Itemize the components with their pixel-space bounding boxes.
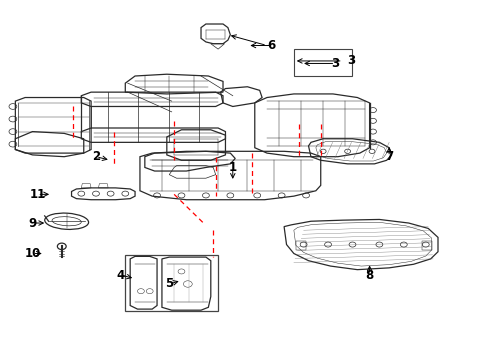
Bar xyxy=(296,241,306,250)
Bar xyxy=(125,255,218,311)
Text: 4: 4 xyxy=(116,269,124,282)
Text: 2: 2 xyxy=(92,150,100,163)
Text: 10: 10 xyxy=(24,247,41,260)
Bar xyxy=(422,241,432,250)
Text: 3: 3 xyxy=(331,57,340,70)
Text: 7: 7 xyxy=(385,150,393,163)
Text: 6: 6 xyxy=(268,39,276,52)
Text: 1: 1 xyxy=(229,161,237,174)
Text: 9: 9 xyxy=(28,216,37,230)
Text: 3: 3 xyxy=(347,54,356,67)
Text: 8: 8 xyxy=(366,269,374,282)
Text: 11: 11 xyxy=(29,188,46,201)
Bar xyxy=(294,49,352,76)
Circle shape xyxy=(57,243,66,249)
Text: 5: 5 xyxy=(165,278,173,291)
